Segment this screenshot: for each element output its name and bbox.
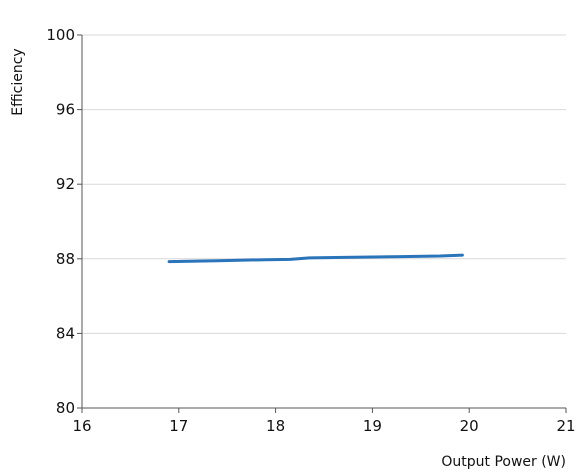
gridlines: [82, 34, 566, 334]
x-tick-label: 18: [266, 417, 285, 435]
y-tick-label: 100: [46, 26, 75, 44]
y-tick-label: 92: [56, 175, 75, 193]
y-axis-title: Efficiency: [10, 48, 26, 115]
x-tick-label: 19: [363, 417, 382, 435]
y-tick-label: 88: [56, 250, 75, 268]
y-tick-label: 80: [56, 399, 75, 417]
x-axis-title: Output Power (W): [441, 454, 566, 470]
x-tick-label: 21: [556, 417, 575, 435]
efficiency-series-line: [167, 253, 464, 264]
x-tick-label: 17: [169, 417, 188, 435]
series-lines: [167, 253, 464, 264]
x-tick-label: 16: [72, 417, 91, 435]
y-tick-label: 84: [56, 324, 75, 342]
x-tick-label: 20: [460, 417, 479, 435]
y-tick-label: 96: [56, 101, 75, 119]
tick-labels: 80 84 88 92 96 100 16 17 18 19 20 21: [46, 26, 575, 435]
axes: [77, 34, 567, 413]
